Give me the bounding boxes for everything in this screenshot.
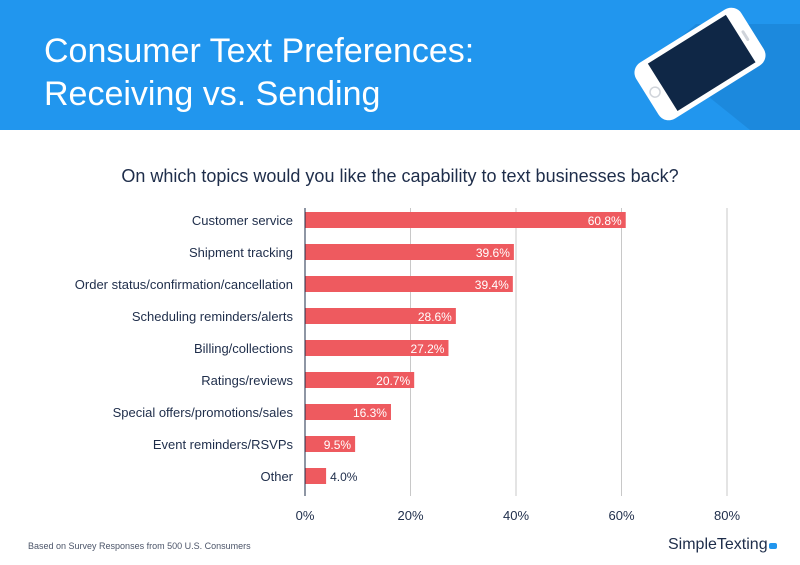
data-label: 20.7% <box>376 374 410 388</box>
title-line-1: Consumer Text Preferences: <box>44 32 475 70</box>
footnote: Based on Survey Responses from 500 U.S. … <box>28 541 251 551</box>
bar <box>305 308 456 324</box>
category-label: Customer service <box>192 213 293 228</box>
chart-title: On which topics would you like the capab… <box>121 166 679 186</box>
bar-chart: Customer service 60.8% Shipment tracking 39… <box>75 208 740 523</box>
category-label: Order status/confirmation/cancellation <box>75 277 293 292</box>
x-tick-label: 20% <box>397 508 423 523</box>
brand-logo: SimpleTexting <box>668 536 777 554</box>
bar <box>305 468 327 484</box>
bar <box>305 340 449 356</box>
data-label: 28.6% <box>418 310 452 324</box>
category-label: Other <box>260 469 293 484</box>
data-label: 4.0% <box>330 470 358 484</box>
bar <box>305 212 626 228</box>
page-title: Consumer Text Preferences: Receiving vs.… <box>44 30 604 116</box>
data-label: 9.5% <box>324 438 352 452</box>
data-label: 27.2% <box>410 342 444 356</box>
bar <box>305 244 514 260</box>
x-tick-label: 40% <box>503 508 529 523</box>
brand-name: SimpleTexting <box>668 536 768 553</box>
category-label: Scheduling reminders/alerts <box>132 309 294 324</box>
data-label: 39.6% <box>476 246 510 260</box>
header-banner: Consumer Text Preferences: Receiving vs.… <box>0 0 800 130</box>
category-label: Shipment tracking <box>189 245 293 260</box>
speech-bubble-icon <box>768 543 777 549</box>
bar <box>305 372 415 388</box>
title-line-2: Receiving vs. Sending <box>44 75 381 113</box>
bar <box>305 276 513 292</box>
x-tick-label: 80% <box>714 508 740 523</box>
data-label: 39.4% <box>475 278 509 292</box>
x-tick-label: 60% <box>608 508 634 523</box>
x-tick-label: 0% <box>296 508 315 523</box>
data-label: 60.8% <box>588 214 622 228</box>
category-label: Billing/collections <box>194 341 293 356</box>
data-label: 16.3% <box>353 406 387 420</box>
category-label: Ratings/reviews <box>201 373 293 388</box>
bar <box>305 436 356 452</box>
category-label: Event reminders/RSVPs <box>153 437 294 452</box>
category-label: Special offers/promotions/sales <box>113 405 294 420</box>
bar <box>305 404 391 420</box>
smartphone-icon <box>600 0 800 130</box>
